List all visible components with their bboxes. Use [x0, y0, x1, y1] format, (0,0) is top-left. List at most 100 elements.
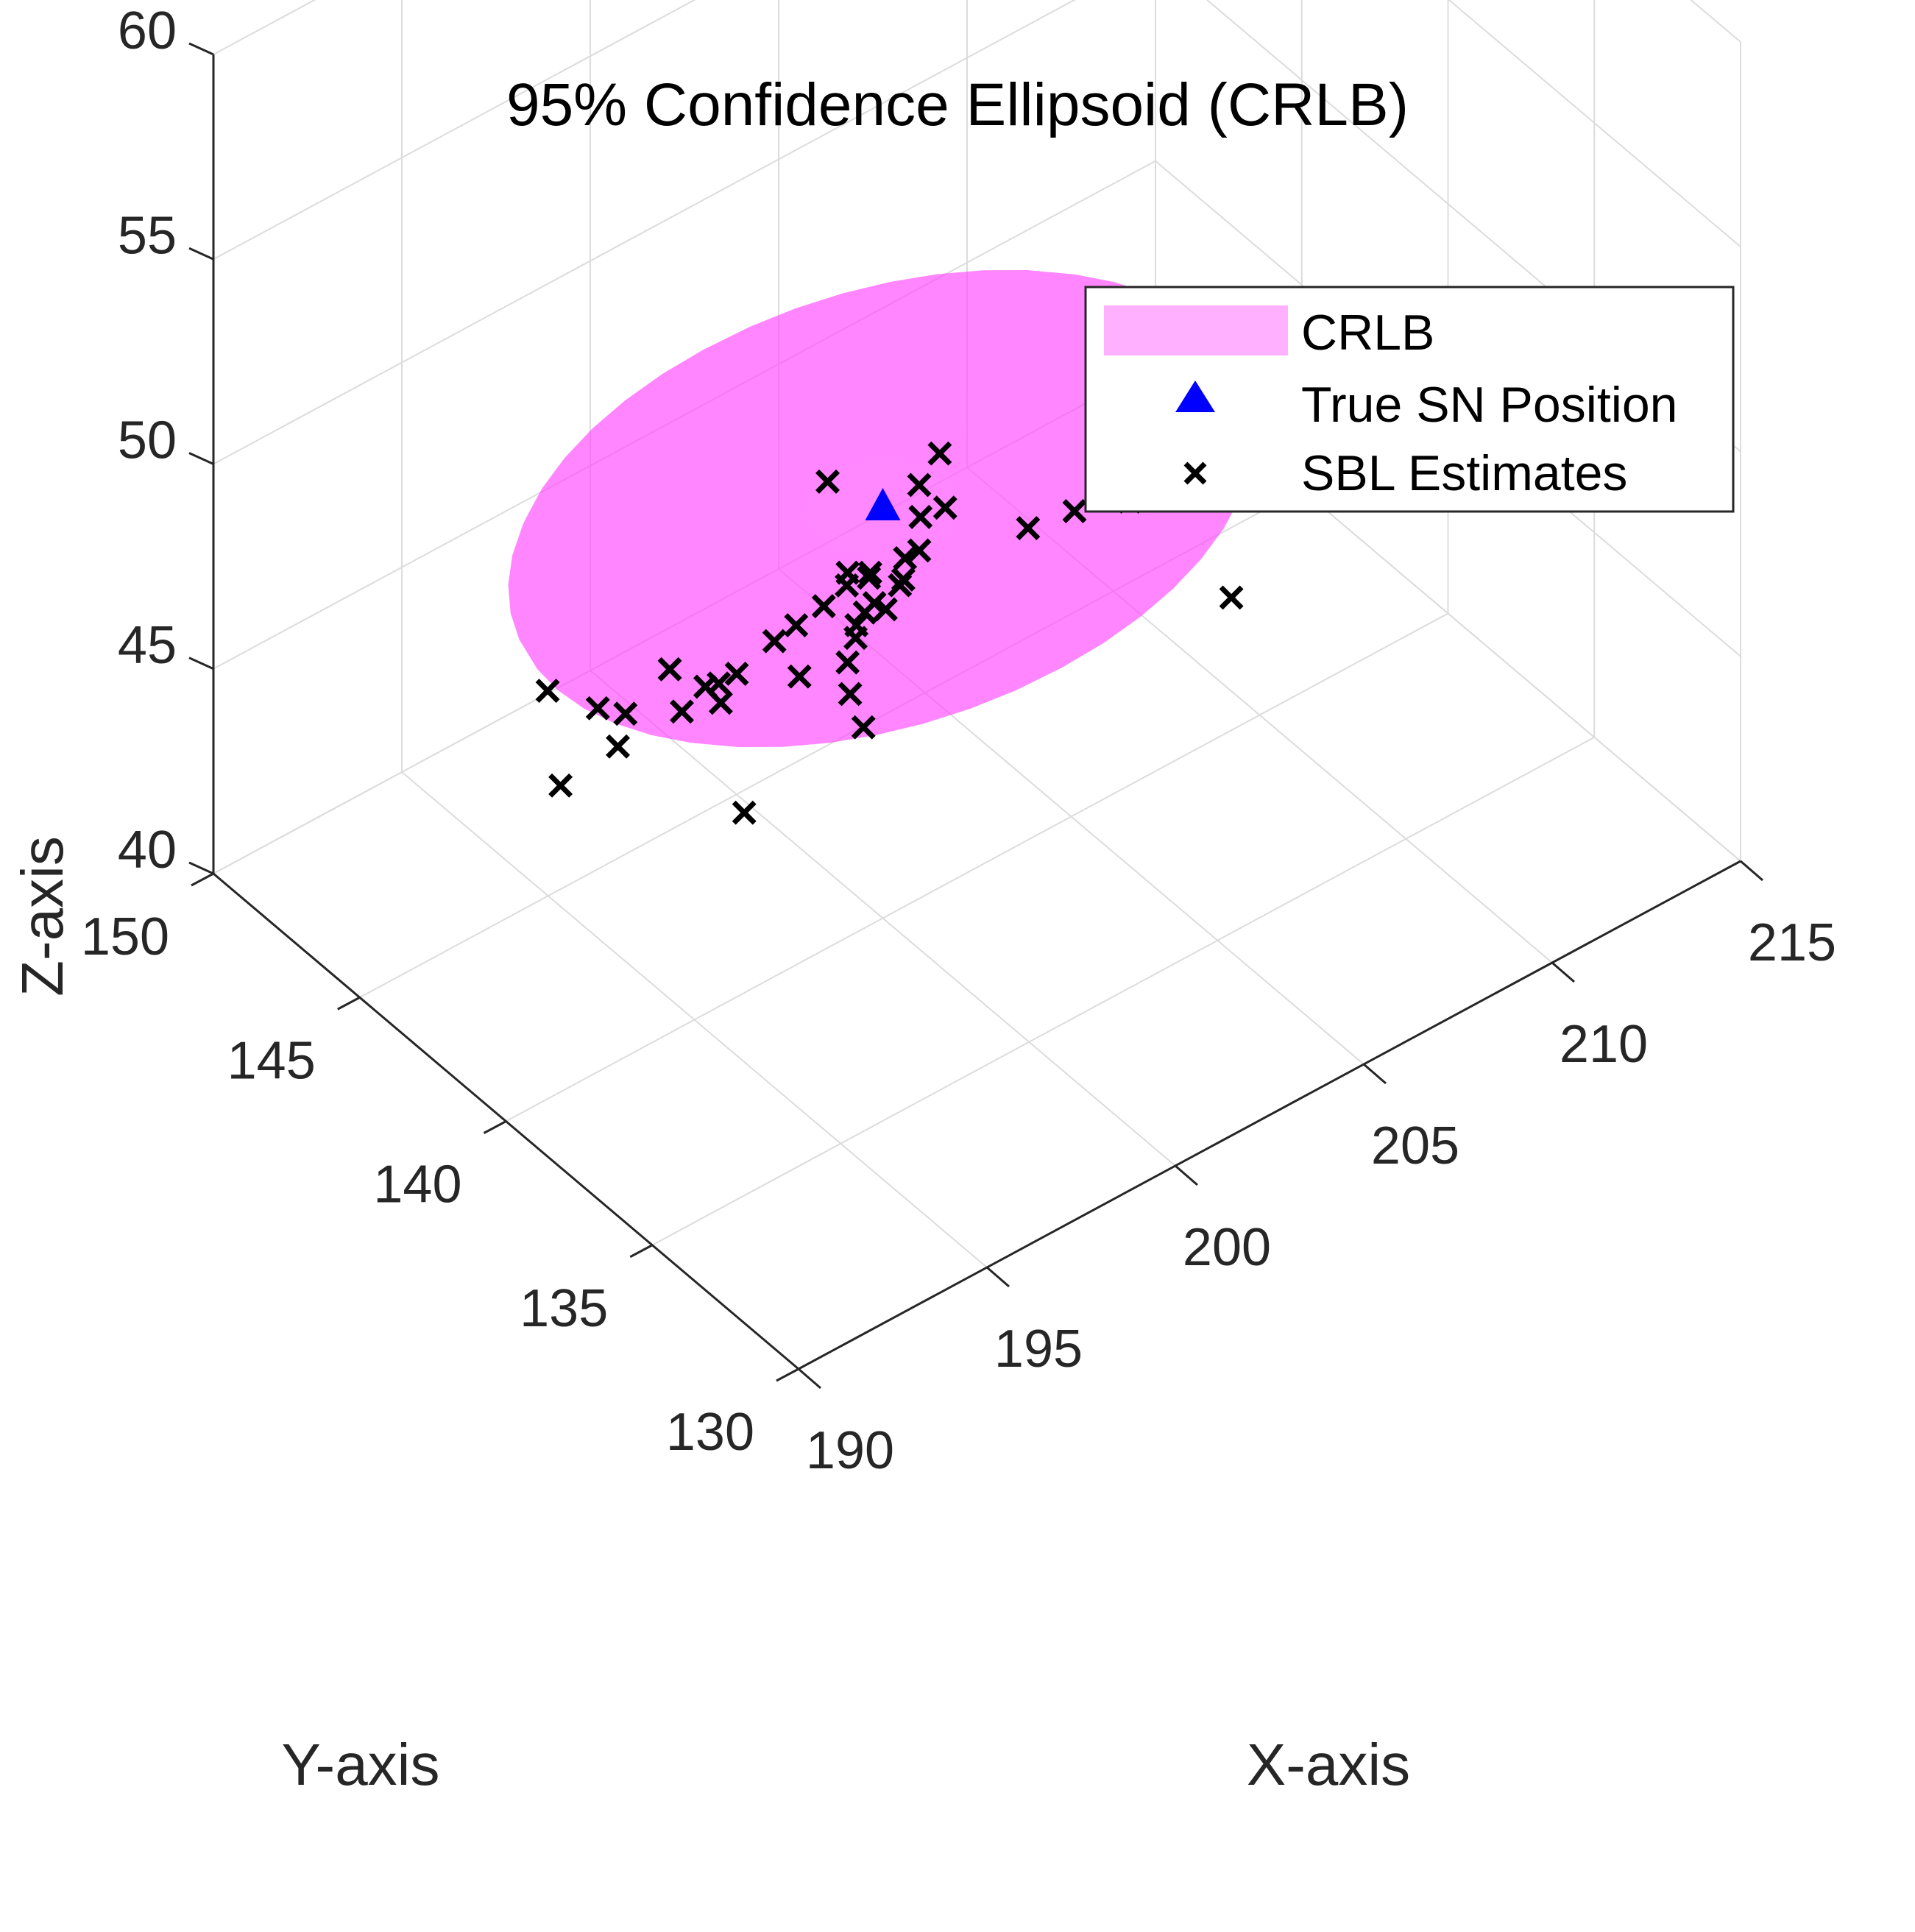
sbl-estimate-marker	[838, 682, 863, 707]
data-layer	[508, 270, 1258, 825]
y-tick-label: 135	[520, 1279, 608, 1338]
z-tick	[188, 42, 214, 56]
sbl-estimate-marker	[657, 657, 682, 682]
marker-stroke	[874, 597, 898, 622]
legend-cross-icon	[1183, 461, 1207, 485]
sbl-estimate-marker	[835, 573, 860, 598]
marker-stroke	[708, 690, 733, 715]
axes: 190 195 200 205 210 215 130 135 140 145 150 40 45 50 5…	[81, 1, 1836, 1480]
marker-stroke	[784, 613, 809, 638]
sbl-estimate-marker	[613, 701, 638, 726]
x-tick	[986, 1266, 1010, 1288]
x-axis-line	[798, 860, 1741, 1370]
grid-line	[213, 0, 696, 261]
marker-stroke	[811, 594, 836, 619]
sbl-estimate-marker	[1016, 516, 1041, 541]
x-tick-label: 195	[994, 1320, 1083, 1379]
marker-stroke	[857, 565, 882, 590]
legend-label-estimates: SBL Estimates	[1301, 445, 1627, 501]
marker-stroke	[606, 734, 631, 759]
marker-stroke	[670, 699, 694, 724]
marker-stroke	[613, 701, 638, 726]
sbl-estimate-marker	[548, 773, 573, 798]
sbl-estimate-marker	[891, 567, 916, 592]
x-tick-label: 210	[1560, 1015, 1648, 1074]
sbl-estimate-marker	[857, 560, 882, 585]
z-tick	[188, 452, 214, 465]
sbl-estimate-marker	[732, 800, 757, 825]
grid-line	[651, 736, 1595, 1246]
y-tick-label: 140	[373, 1156, 461, 1214]
marker-stroke	[835, 650, 860, 675]
x-tick-label: 215	[1748, 913, 1836, 972]
sbl-estimate-marker	[908, 504, 933, 529]
marker-stroke	[815, 469, 840, 494]
y-tick	[629, 1244, 653, 1259]
marker-stroke	[932, 495, 958, 520]
sbl-estimate-marker	[893, 545, 918, 570]
z-tick-label: 60	[118, 1, 177, 60]
marker-stroke	[548, 773, 573, 798]
grid-line	[213, 0, 1076, 465]
sbl-estimate-marker	[907, 473, 932, 498]
sbl-estimate-marker	[851, 715, 876, 740]
x-tick	[1363, 1063, 1387, 1085]
sbl-estimate-marker	[932, 495, 958, 520]
y-tick-label: 150	[81, 907, 169, 966]
marker-stroke	[1016, 516, 1041, 541]
marker-stroke	[851, 715, 876, 740]
sbl-estimate-marker	[907, 538, 932, 563]
sbl-estimate-marker	[724, 661, 749, 686]
sbl-estimate-marker	[852, 600, 877, 625]
legend-label-true-position: True SN Position	[1301, 377, 1677, 433]
sbl-estimate-marker	[535, 679, 560, 704]
marker-stroke	[1219, 585, 1244, 610]
chart-title: 95% Confidence Ellipsoid (CRLB)	[506, 71, 1409, 138]
legend-swatch-crlb	[1104, 305, 1288, 355]
sbl-estimate-marker	[857, 565, 882, 590]
marker-stroke	[893, 545, 918, 570]
sbl-estimate-marker	[811, 594, 836, 619]
x-tick-label: 190	[806, 1421, 894, 1480]
z-tick-label: 55	[118, 206, 177, 265]
marker-stroke	[843, 626, 868, 651]
sbl-estimate-marker	[762, 629, 787, 654]
x-tick	[1551, 961, 1575, 983]
sbl-estimate-marker	[708, 690, 733, 715]
z-tick-label: 40	[118, 821, 177, 880]
marker-stroke	[724, 661, 749, 686]
grid-line	[506, 612, 1448, 1122]
sbl-estimate-marker	[927, 441, 952, 466]
sbl-estimate-marker	[843, 626, 868, 651]
y-tick	[483, 1120, 507, 1134]
sbl-estimate-marker	[1219, 585, 1244, 610]
marker-stroke	[907, 538, 932, 563]
y-tick	[776, 1367, 799, 1382]
z-tick-label: 45	[118, 616, 177, 675]
y-tick	[337, 996, 361, 1011]
z-tick	[188, 247, 214, 261]
sbl-estimate-marker	[787, 664, 812, 689]
legend-triangle-icon	[1175, 381, 1215, 412]
x-tick	[1175, 1164, 1198, 1186]
marker-stroke	[852, 600, 877, 625]
sbl-estimate-marker	[670, 699, 694, 724]
marker-stroke	[908, 504, 933, 529]
sbl-estimate-marker	[606, 734, 631, 759]
z-tick	[188, 861, 214, 875]
x-tick	[798, 1367, 821, 1390]
z-tick	[188, 657, 214, 670]
marker-stroke	[927, 441, 952, 466]
x-tick-label: 205	[1371, 1117, 1459, 1175]
marker-stroke	[857, 560, 882, 585]
marker-stroke	[535, 679, 560, 704]
legend: CRLB True SN Position SBL Estimates	[1084, 286, 1735, 513]
marker-stroke	[693, 674, 718, 699]
marker-stroke	[891, 567, 916, 592]
sbl-estimate-marker	[1062, 499, 1087, 523]
marker-stroke	[907, 473, 932, 498]
true-sn-position-marker	[865, 488, 901, 520]
sbl-estimate-marker	[784, 613, 809, 638]
sbl-estimate-marker	[815, 469, 840, 494]
